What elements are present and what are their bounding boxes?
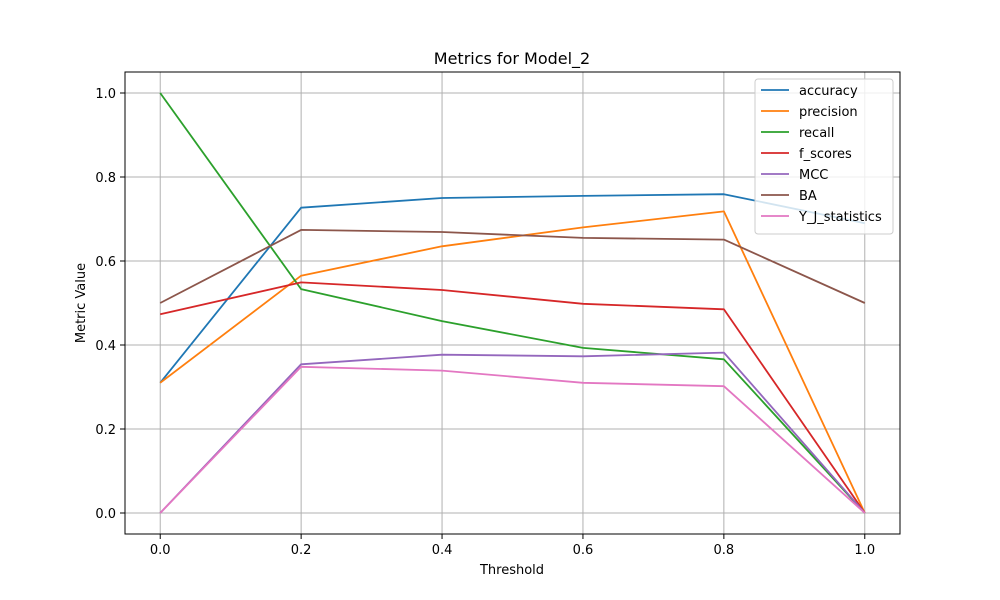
x-tick-label: 1.0 (854, 543, 875, 558)
y-tick-label: 0.6 (95, 255, 116, 270)
legend-label: Y_J_statistics (798, 210, 882, 225)
legend-label: recall (799, 126, 834, 141)
y-tick-label: 0.0 (95, 507, 116, 522)
y-tick-label: 0.8 (95, 171, 116, 186)
series-line-ba (159, 228, 866, 304)
x-tick-label: 0.6 (573, 543, 594, 558)
x-axis: 0.0 0.2 0.4 0.6 0.8 1.0 (150, 534, 875, 558)
series-line-mcc (159, 351, 866, 514)
series-line-f-scores (160, 281, 866, 514)
series-line-accuracy (159, 193, 865, 384)
x-tick-label: 0.2 (291, 543, 312, 558)
legend-box (754, 78, 894, 235)
y-axis-title: Metric Value (74, 263, 89, 343)
plot-frame (124, 71, 901, 535)
y-axis: 0.0 0.2 0.4 0.6 0.8 1.0 (95, 87, 125, 522)
x-tick-label: 0.8 (714, 543, 735, 558)
legend-label: BA (799, 189, 817, 204)
y-tick-label: 0.2 (95, 423, 116, 438)
legend: accuracy precision recall f_scores MCC BA Y_J_… (754, 78, 894, 235)
x-tick-label: 0.4 (432, 543, 453, 558)
legend-label: precision (799, 105, 858, 120)
y-tick-label: 1.0 (95, 87, 116, 102)
series-line-recall (159, 92, 866, 514)
legend-label: accuracy (799, 84, 858, 99)
legend-label: f_scores (799, 147, 852, 162)
y-tick-label: 0.4 (95, 339, 116, 354)
series-line-y-j-statistics (159, 365, 866, 514)
legend-label: MCC (799, 168, 828, 183)
series-lines (159, 92, 866, 514)
chart-title: Metrics for Model_2 (434, 49, 590, 69)
x-tick-label: 0.0 (150, 543, 171, 558)
x-axis-title: Threshold (479, 563, 544, 578)
series-line-precision (159, 210, 866, 514)
